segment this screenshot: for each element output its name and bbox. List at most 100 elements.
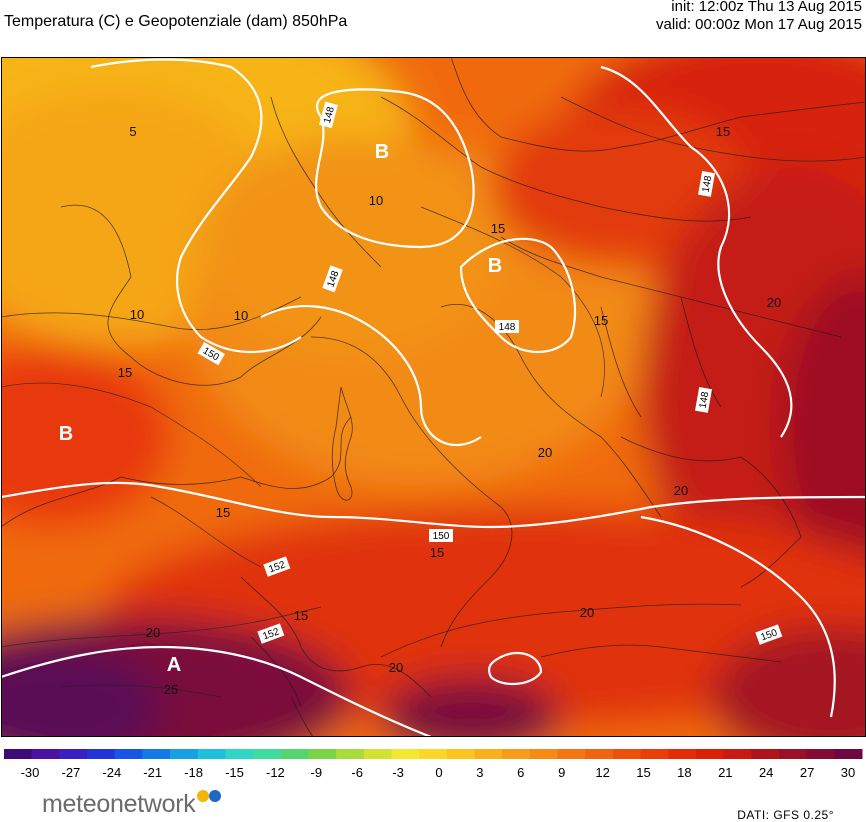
temperature-label: 5 <box>129 124 136 139</box>
colorbar-tick-label: 21 <box>718 765 732 780</box>
temperature-label: 15 <box>491 221 505 236</box>
colorbar-tick-label: -15 <box>225 765 244 780</box>
colorbar-swatch <box>419 749 448 759</box>
init-time: init: 12:00z Thu 13 Aug 2015 <box>671 0 862 15</box>
coastlines <box>1 57 866 737</box>
temperature-label: 15 <box>594 313 608 328</box>
colorbar-tick-label: 18 <box>677 765 691 780</box>
colorbar-tick-label: 3 <box>476 765 483 780</box>
temperature-label: 20 <box>389 660 403 675</box>
temperature-label: 10 <box>130 307 144 322</box>
colorbar-swatch <box>363 749 392 759</box>
colorbar-swatch <box>612 749 642 759</box>
svg-text:150: 150 <box>433 531 450 542</box>
colorbar-tick-label: 9 <box>558 765 565 780</box>
temperature-label: 15 <box>294 608 308 623</box>
colorbar-swatch <box>778 749 808 759</box>
geopotential-label: 150 <box>429 529 453 542</box>
colorbar-swatch <box>197 749 226 759</box>
geopotential-label: 148 <box>698 170 715 197</box>
colorbar-swatch <box>668 749 697 759</box>
temperature-label: 10 <box>234 308 248 323</box>
temperature-label: 20 <box>538 445 552 460</box>
colorbar-swatch <box>806 749 835 759</box>
colorbar-tick-label: 24 <box>759 765 773 780</box>
temperature-label: 20 <box>580 605 594 620</box>
temperature-label: 20 <box>146 625 160 640</box>
colorbar-swatch <box>142 749 171 759</box>
colorbar-swatch <box>640 749 669 759</box>
colorbar-tick-label: -6 <box>351 765 363 780</box>
logo-text: meteonetwork <box>42 790 196 818</box>
temperature-label: 15 <box>216 505 230 520</box>
colorbar-swatch <box>87 749 116 759</box>
colorbar-swatch <box>585 749 614 759</box>
low-pressure-label: B <box>488 255 502 277</box>
colorbar-tick-label: -21 <box>143 765 162 780</box>
colorbar-swatch <box>308 749 337 759</box>
colorbar-tick-label: -18 <box>184 765 203 780</box>
colorbar-swatch <box>225 749 254 759</box>
temperature-label-group: 5 10 10 10 15 15 15 15 15 15 15 20 20 20… <box>118 124 781 697</box>
temperature-label: 25 <box>164 682 178 697</box>
colorbar-swatch <box>59 749 88 759</box>
colorbar-swatches <box>4 749 863 759</box>
colorbar-tick-label: 27 <box>800 765 814 780</box>
colorbar-swatch <box>502 749 531 759</box>
data-source: DATI: GFS 0.25° <box>737 808 834 822</box>
temperature-label: 20 <box>674 483 688 498</box>
low-pressure-label: B <box>59 423 73 445</box>
temperature-label: 15 <box>118 365 132 380</box>
colorbar-tick-label: -27 <box>62 765 81 780</box>
colorbar-swatch <box>4 749 33 759</box>
colorbar-tick-label: 12 <box>595 765 609 780</box>
colorbar-swatch <box>834 749 863 759</box>
geopotential-contours <box>1 58 866 737</box>
svg-text:148: 148 <box>698 390 712 409</box>
colorbar-tick-label: -24 <box>102 765 121 780</box>
pressure-center-group: B B B A <box>59 141 502 676</box>
colorbar-swatch <box>557 749 586 759</box>
colorbar-swatch <box>446 749 476 759</box>
colorbar-swatch <box>474 749 503 759</box>
weather-map: 148 148 148 148 148 150 150 150 <box>1 57 866 737</box>
high-pressure-label: A <box>167 654 181 676</box>
geopotential-label: 148 <box>495 320 519 333</box>
svg-text:148: 148 <box>499 322 516 333</box>
colorbar-swatch <box>114 749 143 759</box>
temperature-label: 10 <box>369 193 383 208</box>
colorbar-swatch <box>723 749 752 759</box>
temperature-label: 15 <box>716 124 730 139</box>
temperature-label: 20 <box>767 295 781 310</box>
colorbar-swatch <box>391 749 420 759</box>
colorbar-tick-label: -12 <box>266 765 285 780</box>
colorbar-swatch <box>751 749 780 759</box>
map-title: Temperatura (C) e Geopotenziale (dam) 85… <box>4 13 348 30</box>
temperature-label: 15 <box>430 545 444 560</box>
colorbar-tick-label: -3 <box>392 765 404 780</box>
svg-text:148: 148 <box>322 105 337 124</box>
low-pressure-label: B <box>375 141 389 163</box>
geopotential-label: 148 <box>695 386 712 413</box>
colorbar-swatch <box>336 749 365 759</box>
colorbar-swatch <box>695 749 725 759</box>
colorbar-tick-label: -9 <box>311 765 323 780</box>
temperature-colorbar: -30 -27 -24 -21 -18 -15 -12 -9 -6 -3 0 3 6 9 12 15 18 21 2… <box>4 749 863 780</box>
colorbar-tick-label: 30 <box>841 765 855 780</box>
colorbar-tick-label: 0 <box>435 765 442 780</box>
colorbar-ticks: -30 -27 -24 -21 -18 -15 -12 -9 -6 -3 0 3 6 9 12 15 18 21 2… <box>21 765 856 780</box>
colorbar-swatch <box>280 749 309 759</box>
svg-text:148: 148 <box>701 174 715 193</box>
colorbar-tick-label: 15 <box>636 765 650 780</box>
valid-time: valid: 00:00z Mon 17 Aug 2015 <box>656 16 862 33</box>
colorbar-swatch <box>529 749 559 759</box>
colorbar-swatch <box>170 749 199 759</box>
colorbar-swatch <box>31 749 60 759</box>
logo-dots-icon <box>195 790 223 808</box>
temperature-isolines <box>1 96 866 698</box>
colorbar-tick-label: 6 <box>517 765 524 780</box>
meteonetwork-logo: meteonetwork <box>42 790 223 819</box>
colorbar-swatch <box>253 749 282 759</box>
geopotential-label: 148 <box>319 101 338 129</box>
colorbar-tick-label: -30 <box>21 765 40 780</box>
